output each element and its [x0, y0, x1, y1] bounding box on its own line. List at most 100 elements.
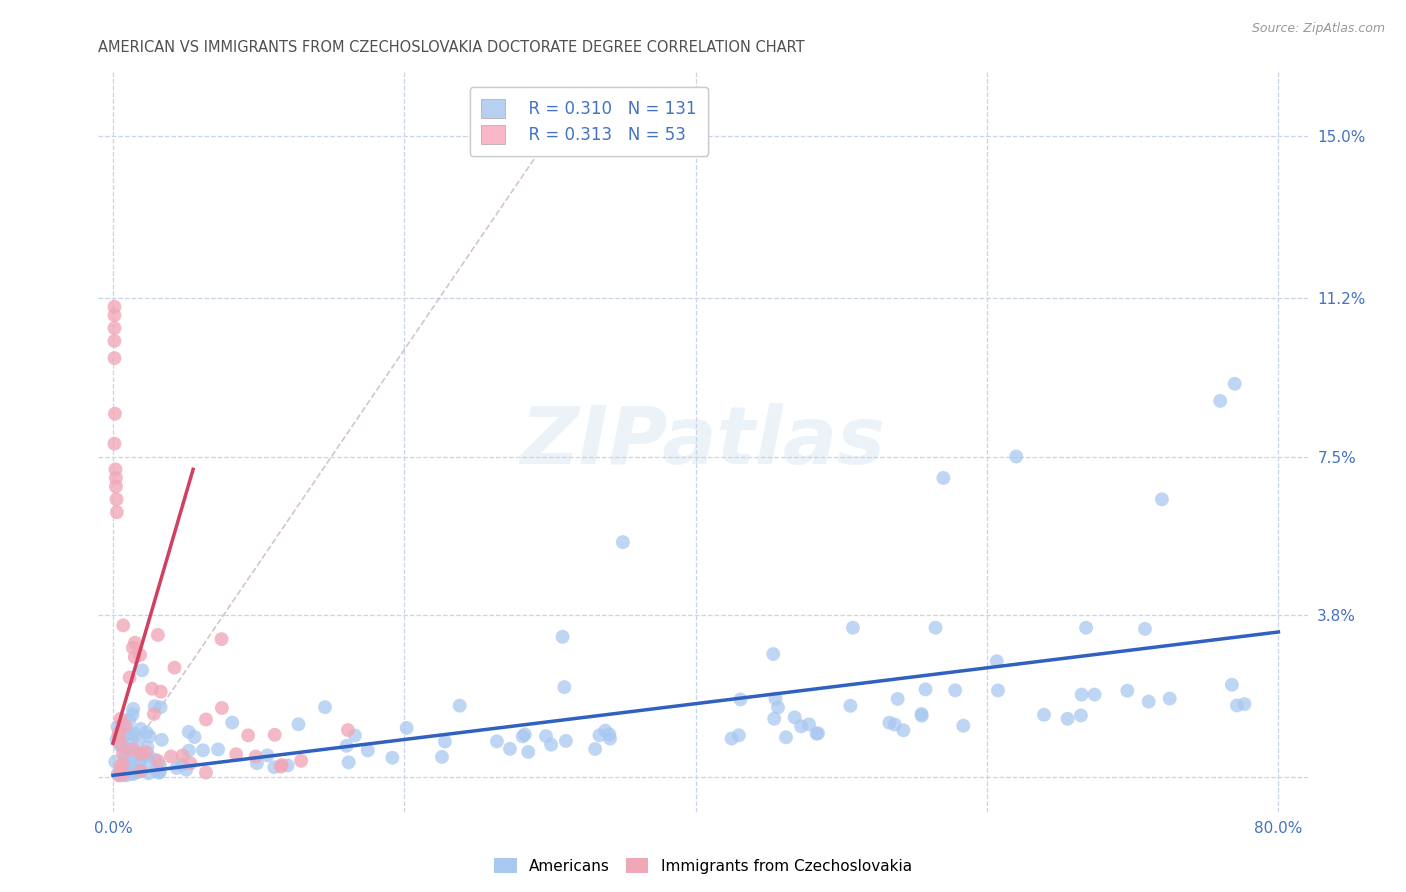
Point [763, 691, 786, 706]
Point [183, 730, 205, 744]
Point [108, 759, 131, 773]
Point [131, 664, 153, 678]
Point [149, 684, 172, 698]
Point [124, 636, 146, 650]
Point [111, 768, 134, 782]
Point [395, 721, 418, 735]
Point [105, 733, 128, 747]
Point [125, 765, 148, 780]
Point [211, 701, 233, 715]
Point [112, 767, 135, 781]
Point [512, 730, 534, 744]
Point [1223, 376, 1246, 391]
Point [122, 755, 145, 769]
Point [112, 618, 135, 632]
Point [103, 321, 125, 335]
Point [105, 492, 128, 507]
Point [107, 720, 129, 734]
Point [551, 630, 574, 644]
Point [128, 763, 150, 777]
Point [160, 749, 183, 764]
Point [720, 731, 742, 746]
Point [1226, 698, 1249, 713]
Point [554, 734, 576, 748]
Point [194, 765, 217, 780]
Point [1083, 688, 1105, 702]
Point [117, 760, 139, 774]
Point [115, 725, 138, 739]
Point [263, 760, 285, 774]
Point [122, 767, 145, 781]
Point [790, 719, 813, 733]
Point [381, 750, 404, 764]
Point [238, 728, 260, 742]
Point [263, 728, 285, 742]
Point [149, 764, 172, 779]
Point [1070, 688, 1092, 702]
Point [118, 714, 141, 728]
Point [121, 742, 143, 756]
Point [138, 729, 160, 743]
Point [727, 728, 749, 742]
Point [107, 768, 129, 782]
Point [128, 755, 150, 769]
Point [138, 754, 160, 768]
Point [256, 748, 278, 763]
Point [914, 682, 936, 697]
Point [122, 747, 145, 762]
Point [1070, 708, 1092, 723]
Point [104, 462, 127, 476]
Point [142, 706, 165, 721]
Point [127, 733, 149, 747]
Point [111, 758, 134, 772]
Point [177, 743, 200, 757]
Point [177, 724, 200, 739]
Point [842, 621, 865, 635]
Point [534, 729, 557, 743]
Point [104, 471, 127, 485]
Point [314, 700, 336, 714]
Point [149, 700, 172, 714]
Point [117, 727, 139, 741]
Point [987, 683, 1010, 698]
Point [103, 308, 125, 322]
Text: ZIPatlas: ZIPatlas [520, 402, 886, 481]
Point [879, 715, 901, 730]
Point [839, 698, 862, 713]
Point [599, 731, 621, 746]
Point [124, 650, 146, 665]
Point [763, 712, 786, 726]
Point [136, 740, 159, 755]
Point [762, 647, 785, 661]
Point [924, 621, 946, 635]
Point [337, 756, 360, 770]
Text: Source: ZipAtlas.com: Source: ZipAtlas.com [1251, 22, 1385, 36]
Point [104, 755, 127, 769]
Point [343, 729, 366, 743]
Point [143, 699, 166, 714]
Point [245, 749, 267, 764]
Point [1159, 691, 1181, 706]
Point [135, 745, 157, 759]
Point [129, 747, 152, 761]
Point [287, 717, 309, 731]
Point [121, 707, 143, 722]
Point [433, 734, 456, 748]
Point [110, 737, 132, 751]
Point [146, 754, 169, 768]
Point [277, 758, 299, 772]
Point [513, 727, 536, 741]
Point [194, 713, 217, 727]
Point [883, 717, 905, 731]
Point [499, 742, 522, 756]
Point [290, 754, 312, 768]
Point [163, 660, 186, 674]
Point [1033, 707, 1056, 722]
Point [540, 738, 562, 752]
Point [1116, 683, 1139, 698]
Point [886, 692, 908, 706]
Point [783, 710, 806, 724]
Point [449, 698, 471, 713]
Point [138, 766, 160, 780]
Point [121, 748, 143, 763]
